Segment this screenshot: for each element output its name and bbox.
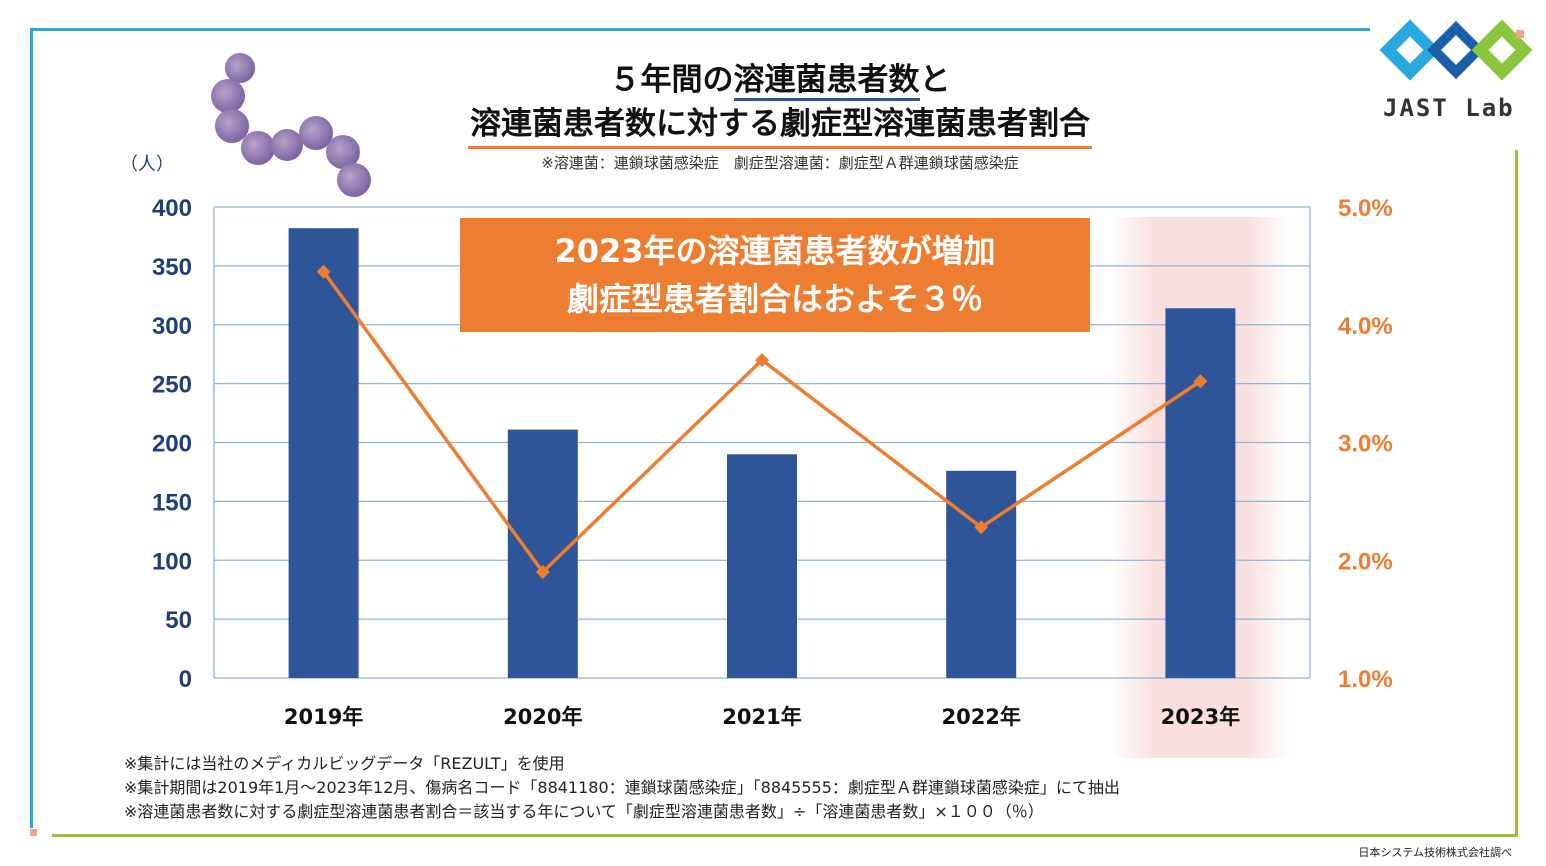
page-title: ５年間の溶連菌患者数と 溶連菌患者数に対する劇症型溶連菌患者割合 — [380, 58, 1180, 149]
bar — [946, 470, 1017, 678]
title-line1-suffix: と — [919, 62, 951, 98]
ratio-marker — [755, 353, 769, 368]
y-tick-label: 250 — [152, 372, 192, 399]
bar — [727, 454, 797, 678]
y-tick-label: 0 — [179, 666, 192, 693]
bacteria-illustration — [211, 53, 371, 197]
y2-tick-label: 4.0% — [1338, 313, 1393, 340]
x-tick-label: 2020年 — [503, 705, 582, 729]
footnote-2: ※集計期間は2019年1月～2023年12月、傷病名コード「8841180：連鎖… — [124, 778, 1120, 797]
corner-dot — [30, 829, 37, 836]
left-axis-unit: （人） — [120, 154, 174, 175]
y-tick-label: 350 — [152, 254, 192, 281]
callout-box: 2023年の溶連菌患者数が増加 劇症型患者割合はおよそ３％ — [460, 218, 1090, 332]
ratio-marker — [1193, 374, 1208, 389]
jast-lab-logo — [1380, 19, 1533, 81]
frame-top-line — [30, 28, 1370, 31]
title-line1-prefix: ５年間の — [609, 62, 734, 98]
bar — [288, 228, 359, 678]
title-line1-underlined: 溶連菌患者数 — [733, 62, 920, 101]
y-tick-label: 400 — [152, 195, 192, 222]
frame-bottom-line — [52, 834, 1518, 837]
footnote-1: ※集計には当社のメディカルビッグデータ「REZULT」を使用 — [124, 754, 565, 773]
y2-tick-label: 5.0% — [1338, 195, 1393, 222]
title-line2: 溶連菌患者数に対する劇症型溶連菌患者割合 — [468, 102, 1092, 149]
credit-text: 日本システム技術株式会社調べ — [1358, 846, 1512, 859]
y-tick-label: 300 — [152, 313, 192, 340]
ratio-marker — [316, 264, 331, 279]
footnotes: ※集計には当社のメディカルビッグデータ「REZULT」を使用 ※集計期間は201… — [124, 752, 1120, 824]
ratio-marker — [974, 520, 989, 535]
definition-note: ※溶連菌：連鎖球菌感染症 劇症型溶連菌：劇症型Ａ群連鎖球菌感染症 — [541, 154, 1019, 172]
callout-line1: 2023年の溶連菌患者数が増加 — [554, 232, 996, 270]
y2-tick-label: 2.0% — [1338, 548, 1393, 575]
footnote-3: ※溶連菌患者数に対する劇症型溶連菌患者割合＝該当する年について「劇症型溶連菌患者… — [124, 802, 1044, 821]
y-tick-label: 50 — [165, 607, 192, 634]
bar — [1165, 308, 1236, 678]
y-tick-label: 150 — [152, 489, 192, 516]
ratio-marker — [535, 565, 550, 580]
x-tick-label: 2023年 — [1161, 705, 1240, 729]
x-tick-label: 2021年 — [722, 705, 801, 729]
y2-tick-label: 1.0% — [1338, 666, 1393, 693]
frame-right-line — [1515, 150, 1518, 837]
logo-text: JAST Lab — [1383, 94, 1515, 122]
y-tick-label: 100 — [152, 548, 192, 575]
callout-line2: 劇症型患者割合はおよそ３％ — [566, 280, 983, 318]
bar — [507, 429, 578, 678]
y2-tick-label: 3.0% — [1338, 431, 1393, 458]
y-tick-label: 200 — [152, 431, 192, 458]
frame-left-line — [30, 28, 33, 828]
x-tick-label: 2019年 — [284, 705, 363, 729]
x-tick-label: 2022年 — [941, 705, 1020, 729]
